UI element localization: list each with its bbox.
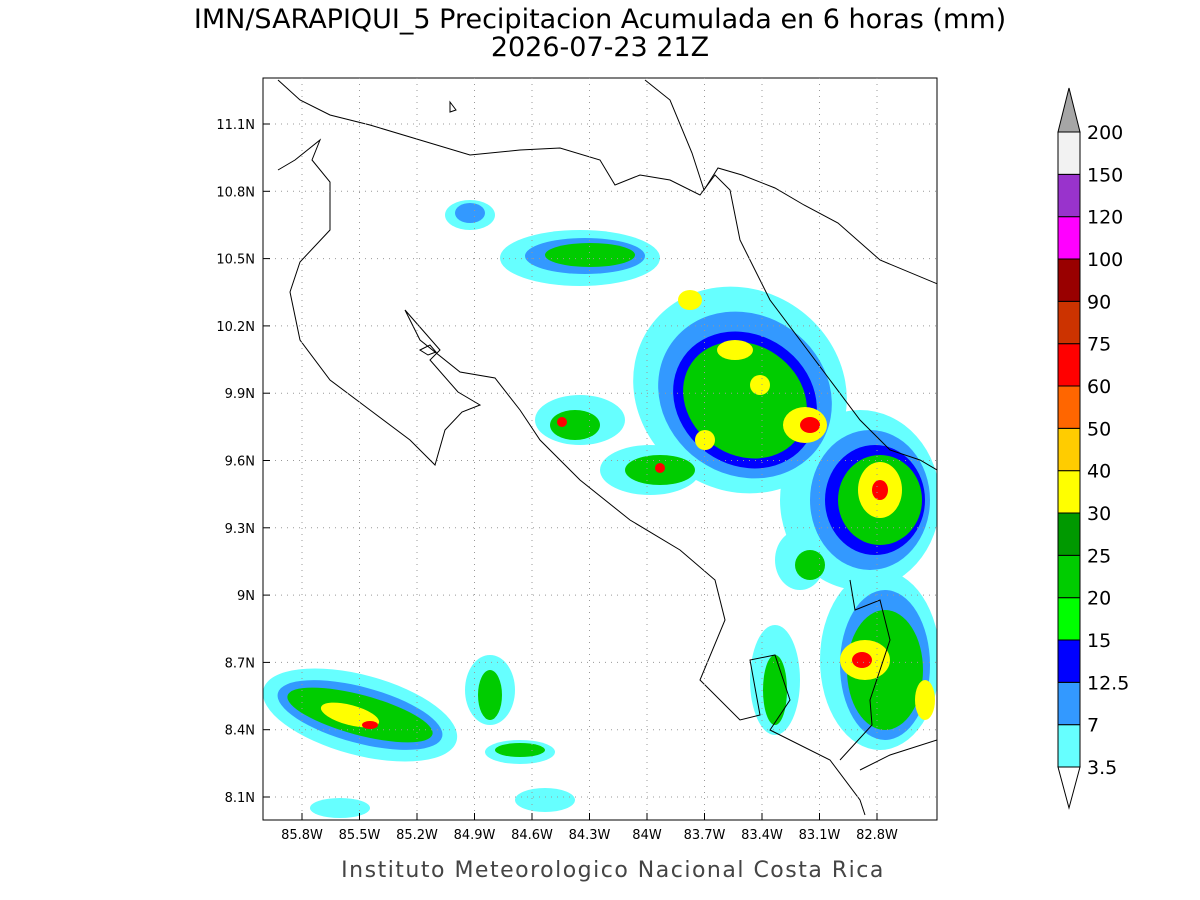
colorbar: 3.5 7 12.5 15 20 25 30 40 50 60 75 90 100 120 150 200 (1057, 87, 1129, 810)
color-box (1057, 385, 1081, 429)
lat-label: 8.4N (225, 724, 255, 739)
color-box (1057, 470, 1081, 514)
lon-label: 83.7W (684, 828, 726, 843)
colorbar-label: 50 (1087, 418, 1111, 440)
colorbar-label: 15 (1087, 630, 1111, 652)
lon-label: 84W (632, 828, 662, 843)
under-triangle (1057, 766, 1081, 810)
lat-label: 10.2N (216, 320, 255, 335)
lat-label: 9.3N (225, 522, 255, 537)
color-box (1057, 639, 1081, 683)
color-box (1057, 427, 1081, 472)
colorbar-label: 40 (1087, 461, 1111, 483)
lon-label: 85.8W (281, 828, 323, 843)
colorbar-label: 25 (1087, 545, 1111, 567)
colorbar-label: 120 (1087, 207, 1123, 229)
color-box (1057, 131, 1081, 175)
colorbar-label: 7 (1087, 715, 1099, 737)
colorbar-label: 30 (1087, 503, 1111, 525)
lon-label: 84.3W (569, 828, 611, 843)
color-box (1057, 216, 1081, 260)
color-box (1057, 554, 1081, 599)
colorbar-label: 20 (1087, 588, 1111, 610)
color-box (1057, 512, 1081, 556)
map-frame (262, 77, 938, 821)
colorbar-label: 90 (1087, 291, 1111, 313)
lon-label: 84.6W (511, 828, 553, 843)
lon-label: 83.4W (741, 828, 783, 843)
lat-label: 9.9N (225, 387, 255, 402)
lon-label: 82.8W (856, 828, 898, 843)
lat-label: 8.1N (225, 791, 255, 806)
colorbar-label: 200 (1087, 122, 1123, 144)
color-box (1057, 300, 1081, 345)
colorbar-label: 75 (1087, 334, 1111, 356)
colorbar-label: 3.5 (1087, 757, 1117, 779)
lat-label: 9N (237, 589, 255, 604)
precipitation-field (263, 200, 937, 818)
subtitle: 2026-07-23 21Z (491, 32, 709, 63)
lat-label: 9.6N (225, 455, 255, 470)
colorbar-label: 60 (1087, 376, 1111, 398)
over-triangle (1057, 87, 1081, 133)
color-box (1057, 343, 1081, 387)
color-box (1057, 724, 1081, 768)
lat-label: 8.7N (225, 656, 255, 671)
colorbar-label: 150 (1087, 164, 1123, 186)
graticule: 11.1N 10.8N 10.5N 10.2N 9.9N 9.6N 9.3N 9N 8.7N 8.… (216, 78, 937, 843)
colorbar-label: 12.5 (1087, 672, 1129, 694)
lon-label: 83.1W (799, 828, 841, 843)
title: IMN/SARAPIQUI_5 Precipitacion Acumulada … (194, 4, 1006, 35)
lon-label: 85.2W (396, 828, 438, 843)
color-box (1057, 258, 1081, 302)
credit: Instituto Meteorologico Nacional Costa R… (341, 858, 885, 883)
lat-label: 11.1N (216, 118, 255, 133)
lat-label: 10.5N (216, 253, 255, 268)
color-box (1057, 173, 1081, 218)
color-box (1057, 681, 1081, 726)
color-box (1057, 597, 1081, 641)
lon-label: 84.9W (454, 828, 496, 843)
lon-label: 85.5W (339, 828, 381, 843)
lat-label: 10.8N (216, 185, 255, 200)
colorbar-label: 100 (1087, 249, 1123, 271)
